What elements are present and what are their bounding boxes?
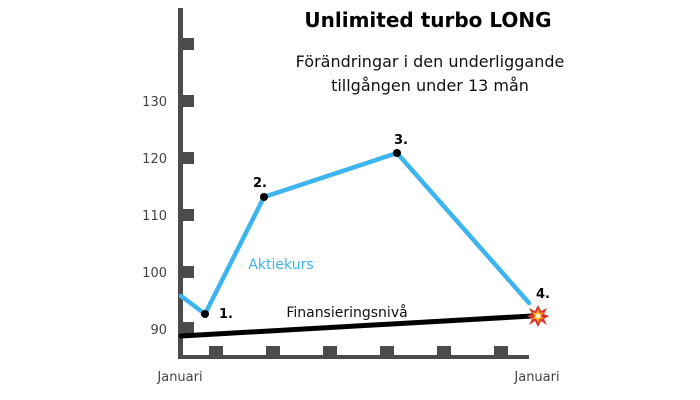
x-tick-start: Januari <box>156 370 202 385</box>
aktiekurs-line <box>178 150 532 317</box>
y-tick-130: 130 <box>142 95 167 110</box>
point-1-marker <box>201 310 209 318</box>
point-2-label: 2. <box>253 176 267 191</box>
x-axis <box>178 346 529 359</box>
y-tick-90: 90 <box>150 323 167 338</box>
finansieringsniva-line <box>178 313 535 339</box>
x-tick-end: Januari <box>513 370 559 385</box>
aktiekurs-label: Aktiekurs <box>248 257 313 273</box>
y-tick-120: 120 <box>142 152 167 167</box>
point-4-label: 4. <box>536 287 550 302</box>
finansieringsniva-label: Finansieringsnivå <box>286 304 407 321</box>
chart-title: Unlimited turbo LONG <box>304 8 551 32</box>
point-3-marker <box>393 149 401 157</box>
chart-subtitle-line-1: Förändringar i den underliggande <box>296 52 565 71</box>
y-tick-100: 100 <box>142 266 167 281</box>
y-tick-110: 110 <box>142 209 167 224</box>
y-axis <box>178 8 194 359</box>
point-1-label: 1. <box>219 307 233 322</box>
explosion-icon <box>527 305 549 327</box>
point-2-marker <box>260 193 268 201</box>
point-3-label: 3. <box>394 133 408 148</box>
chart-subtitle-line-2: tillgången under 13 mån <box>331 76 529 95</box>
